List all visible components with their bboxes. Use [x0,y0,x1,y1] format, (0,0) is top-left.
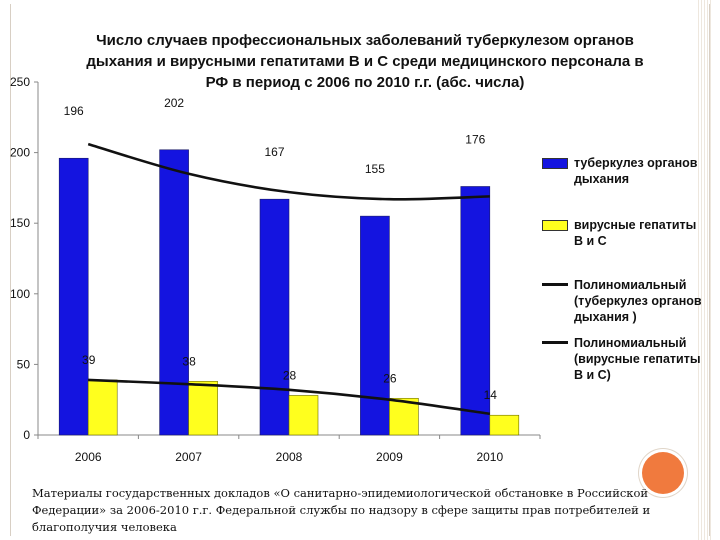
bar-hepatitis [87,379,118,436]
y-tick-label: 50 [17,357,31,371]
y-tick-label: 250 [10,75,30,89]
data-label-tuberculosis: 155 [365,162,385,176]
data-label-hepatitis: 14 [484,388,498,402]
x-tick-label: 2008 [276,450,303,464]
bar-tuberculosis [159,149,189,436]
legend-label-hepatitis: вирусные гепатиты В и С [574,218,697,248]
data-label-tuberculosis: 176 [465,132,485,146]
bar-tuberculosis [460,186,491,436]
data-label-tuberculosis: 167 [264,145,284,159]
bar-tuberculosis [58,157,89,436]
x-tick-label: 2010 [476,450,503,464]
x-tick-label: 2006 [75,450,102,464]
y-tick-label: 0 [23,428,30,442]
data-label-hepatitis: 26 [383,371,397,385]
bar-tuberculosis [259,198,290,436]
legend-swatch-hepatitis [542,220,568,231]
trendline-tuberculosis [87,142,490,201]
bar-hepatitis [389,397,419,436]
bar-tuberculosis [360,215,390,436]
source-note: Материалы государственных докладов «О са… [32,486,651,534]
decorative-circle [642,452,684,494]
decorative-stripes [698,0,712,540]
legend-line-trend-hepatitis [542,341,568,344]
data-label-hepatitis: 28 [283,368,297,382]
bar-hepatitis [288,395,319,436]
y-tick-label: 100 [10,287,30,301]
data-label-hepatitis: 39 [82,353,96,367]
data-label-hepatitis: 38 [182,354,196,368]
bar-hepatitis [489,414,520,436]
y-tick-label: 200 [10,146,30,160]
bar-hepatitis [188,381,218,436]
trendline-hepatitis [88,378,490,416]
x-tick-label: 2007 [175,450,202,464]
legend-label-trend-tuberculosis: Полиномиальный (туберкулез органов дыхан… [574,278,702,324]
y-tick-label: 150 [10,216,30,230]
legend-swatch-tuberculosis [542,158,568,169]
data-label-tuberculosis: 196 [64,104,84,118]
legend-label-trend-hepatitis: Полиномиальный (вирусные гепатиты В и С) [574,336,701,382]
legend-line-trend-tuberculosis [542,283,568,286]
legend-label-tuberculosis: туберкулез органов дыхания [574,156,698,186]
data-label-tuberculosis: 202 [164,96,184,110]
chart-title: Число случаев профессиональных заболеван… [86,32,644,91]
x-tick-label: 2009 [376,450,403,464]
